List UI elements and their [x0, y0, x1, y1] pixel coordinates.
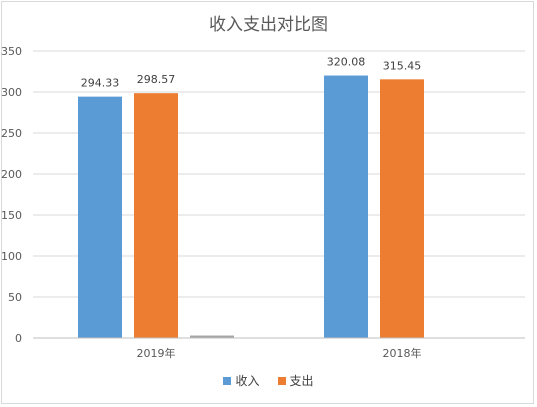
data-label: 294.33 — [81, 77, 120, 90]
y-tick-label: 350 — [1, 45, 22, 58]
y-tick-label: 250 — [1, 127, 22, 140]
bar — [324, 75, 368, 339]
y-tick-label: 100 — [1, 250, 22, 263]
legend-label-income: 收入 — [235, 374, 260, 388]
bar — [190, 335, 234, 338]
chart-title: 收入支出对比图 — [209, 15, 328, 35]
x-tick-label: 2019年 — [137, 346, 176, 360]
legend-item-expense: 支出 — [277, 372, 314, 389]
legend-swatch-income — [223, 376, 232, 385]
legend-swatch-expense — [277, 376, 286, 385]
data-label: 298.57 — [137, 73, 176, 86]
legend-label-expense: 支出 — [289, 374, 314, 388]
bar — [134, 93, 178, 338]
data-label: 320.08 — [327, 56, 366, 69]
x-tick-label: 2018年 — [383, 346, 422, 360]
y-tick-label: 300 — [1, 86, 22, 99]
bar — [380, 79, 424, 339]
y-tick-label: 50 — [8, 291, 22, 304]
y-tick-label: 200 — [1, 168, 22, 181]
legend: 收入 支出 — [0, 372, 537, 389]
bar — [78, 96, 122, 338]
y-tick-label: 150 — [1, 209, 22, 222]
data-label: 315.45 — [383, 59, 422, 72]
y-tick-label: 0 — [15, 332, 22, 345]
legend-item-income: 收入 — [223, 372, 260, 389]
